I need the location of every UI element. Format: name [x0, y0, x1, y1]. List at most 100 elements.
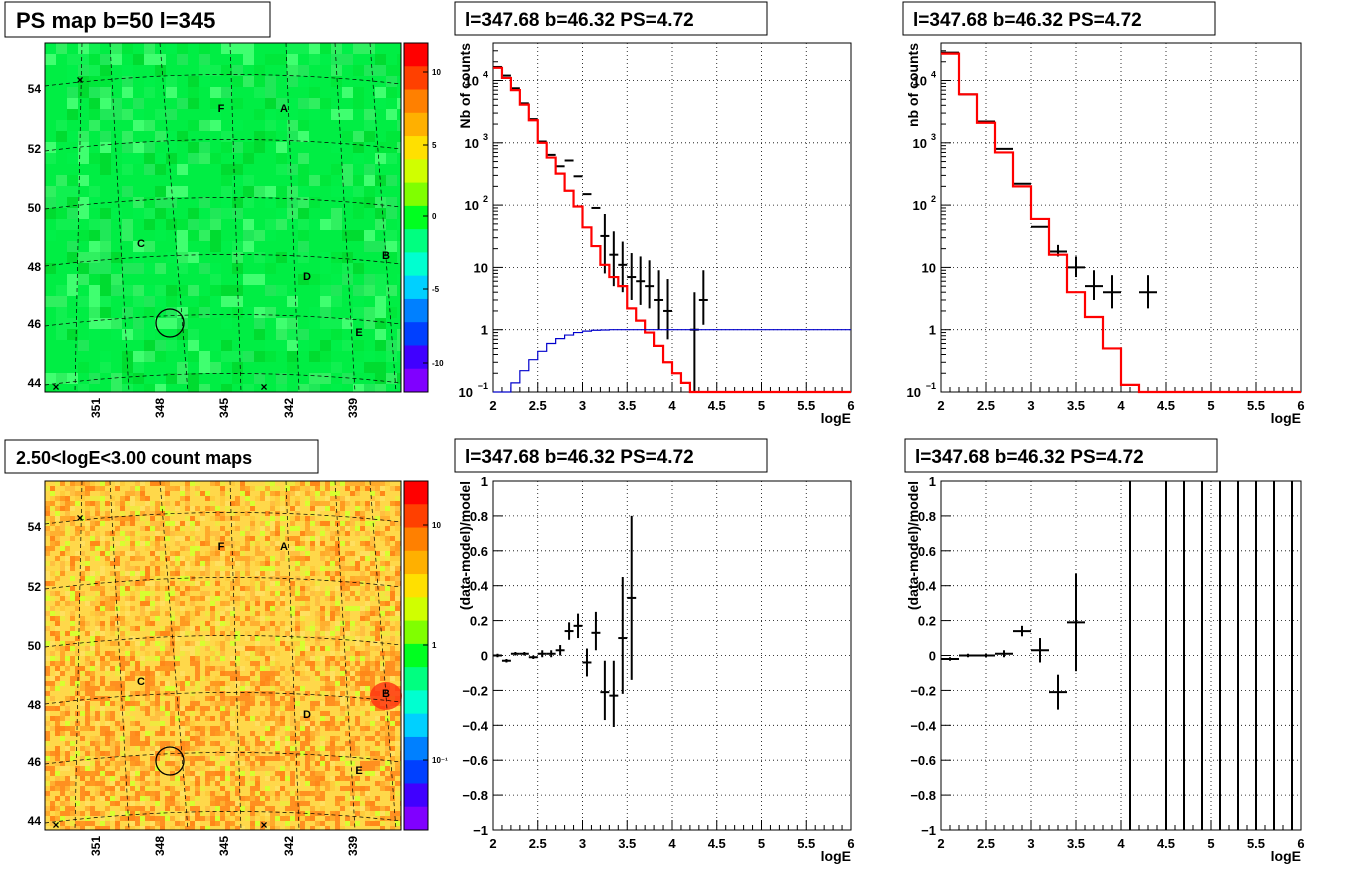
- map-pixel: [170, 561, 175, 566]
- map-pixel: [60, 641, 65, 646]
- map-pixel: [140, 611, 145, 616]
- map-pixel: [60, 806, 65, 811]
- map-pixel: [285, 486, 290, 491]
- map-pixel: [166, 252, 177, 263]
- map-pixel: [75, 721, 80, 726]
- tick-label-y: 1: [929, 474, 936, 489]
- map-pixel: [215, 581, 220, 586]
- map-pixel: [155, 318, 166, 329]
- map-pixel: [395, 496, 400, 501]
- map-pixel: [89, 252, 100, 263]
- map-pixel: [232, 252, 243, 263]
- map-pixel: [298, 340, 309, 351]
- map-pixel: [245, 491, 250, 496]
- map-pixel: [225, 826, 230, 830]
- map-pixel: [350, 736, 355, 741]
- map-pixel: [160, 486, 165, 491]
- map-pixel: [250, 816, 255, 821]
- map-pixel: [380, 596, 385, 601]
- map-pixel: [315, 701, 320, 706]
- colorbar-segment: [404, 806, 428, 831]
- map-pixel: [240, 491, 245, 496]
- map-pixel: [335, 681, 340, 686]
- map-pixel: [365, 501, 370, 506]
- map-pixel: [364, 351, 375, 362]
- map-pixel: [55, 816, 60, 821]
- map-pixel: [60, 481, 65, 486]
- map-pixel: [125, 521, 130, 526]
- map-pixel: [330, 561, 335, 566]
- map-pixel: [60, 551, 65, 556]
- map-pixel: [320, 351, 331, 362]
- map-pixel: [205, 571, 210, 576]
- map-pixel: [50, 591, 55, 596]
- map-pixel: [375, 596, 380, 601]
- map-pixel: [245, 651, 250, 656]
- map-pixel: [325, 726, 330, 731]
- map-pixel: [364, 197, 375, 208]
- map-pixel: [155, 521, 160, 526]
- map-pixel: [386, 131, 397, 142]
- map-pixel: [45, 230, 56, 241]
- map-pixel: [105, 806, 110, 811]
- map-pixel: [155, 731, 160, 736]
- map-pixel: [320, 54, 331, 65]
- map-pixel: [295, 561, 300, 566]
- map-pixel: [120, 506, 125, 511]
- map-pixel: [250, 681, 255, 686]
- map-pixel: [95, 646, 100, 651]
- map-pixel: [245, 741, 250, 746]
- map-pixel: [245, 601, 250, 606]
- map-pixel: [166, 109, 177, 120]
- map-pixel: [135, 551, 140, 556]
- map-pixel: [240, 601, 245, 606]
- map-pixel: [330, 681, 335, 686]
- map-pixel: [360, 606, 365, 611]
- map-pixel: [300, 811, 305, 816]
- map-pixel: [70, 741, 75, 746]
- map-pixel: [220, 771, 225, 776]
- map-pixel: [180, 671, 185, 676]
- map-pixel: [95, 596, 100, 601]
- map-pixel: [170, 646, 175, 651]
- map-pixel: [110, 651, 115, 656]
- map-pixel: [195, 676, 200, 681]
- map-pixel: [89, 274, 100, 285]
- map-pixel: [245, 701, 250, 706]
- map-pixel: [55, 611, 60, 616]
- map-pixel: [85, 716, 90, 721]
- map-pixel: [65, 646, 70, 651]
- map-pixel: [243, 351, 254, 362]
- map-pixel: [110, 711, 115, 716]
- map-pixel: [80, 626, 85, 631]
- map-pixel: [305, 761, 310, 766]
- map-pixel: [90, 611, 95, 616]
- map-pixel: [120, 776, 125, 781]
- map-pixel: [220, 566, 225, 571]
- map-pixel: [285, 536, 290, 541]
- map-pixel: [180, 521, 185, 526]
- map-pixel: [190, 781, 195, 786]
- map-pixel: [325, 761, 330, 766]
- map-pixel: [275, 826, 280, 830]
- map-pixel: [360, 811, 365, 816]
- map-pixel: [280, 666, 285, 671]
- map-pixel: [160, 816, 165, 821]
- map-pixel: [130, 646, 135, 651]
- map-pixel: [353, 263, 364, 274]
- map-pixel: [345, 551, 350, 556]
- map-pixel: [235, 511, 240, 516]
- map-pixel: [115, 611, 120, 616]
- map-pixel: [205, 806, 210, 811]
- map-pixel: [275, 561, 280, 566]
- map-pixel: [276, 318, 287, 329]
- map-pixel: [144, 351, 155, 362]
- tick-label-x: 5.5: [797, 836, 815, 851]
- map-pixel: [260, 741, 265, 746]
- map-pixel: [133, 263, 144, 274]
- map-pixel: [345, 486, 350, 491]
- map-pixel: [245, 561, 250, 566]
- map-pixel: [364, 164, 375, 175]
- map-pixel: [160, 601, 165, 606]
